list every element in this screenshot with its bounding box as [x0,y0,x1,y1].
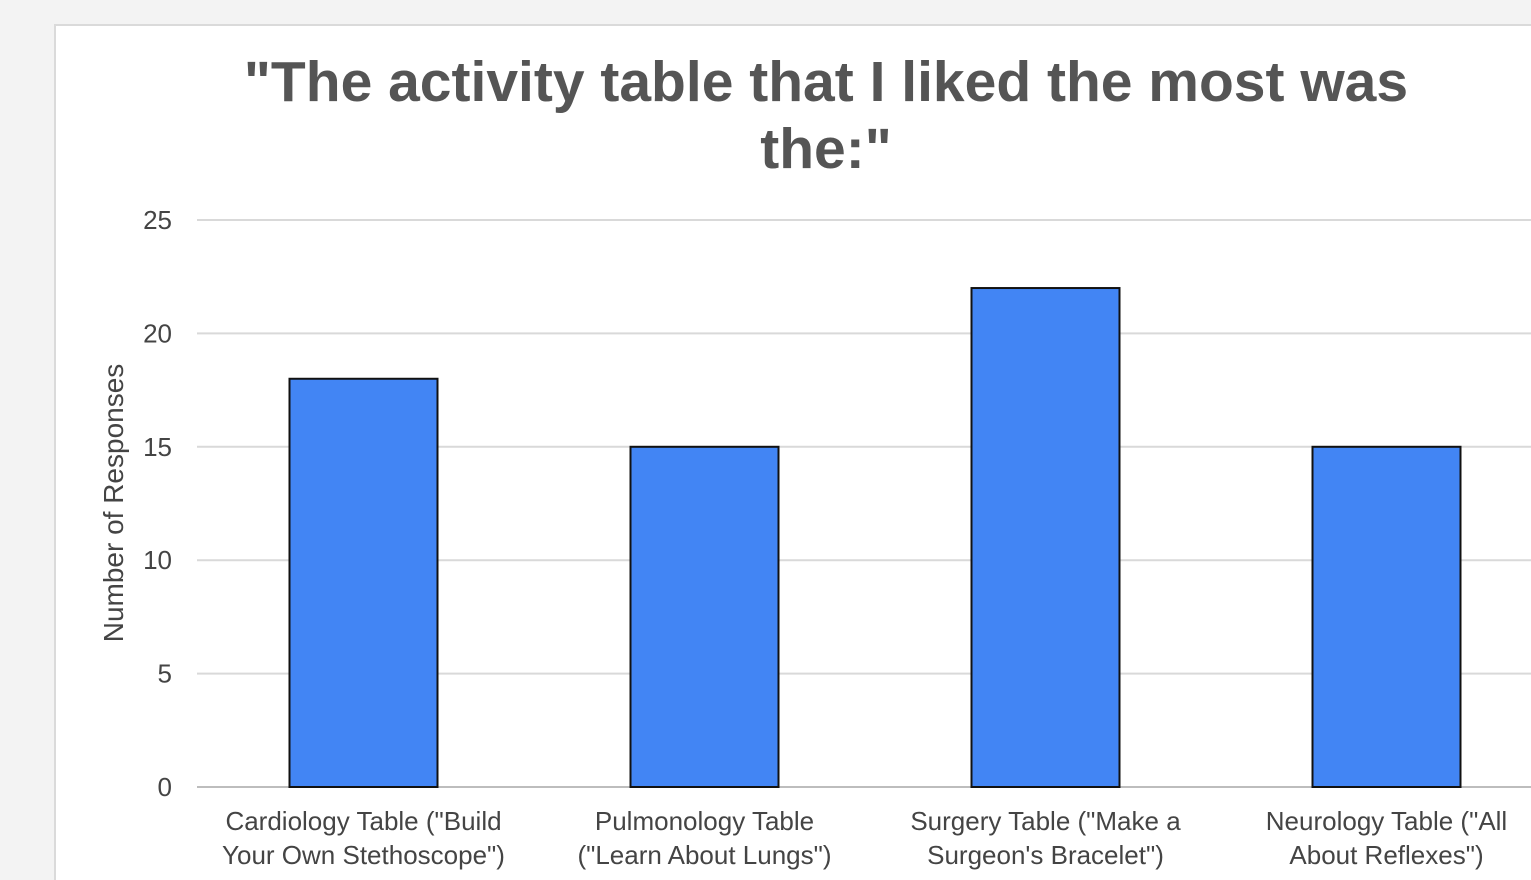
bar [970,287,1121,788]
x-tick-label: Surgeon's Bracelet") [927,840,1164,870]
x-tick-label: Neurology Table ("All [1266,806,1507,836]
y-tick-label: 10 [143,545,172,575]
y-tick-label: 20 [143,318,172,348]
y-tick-label: 15 [143,432,172,462]
x-tick-label: Cardiology Table ("Build [225,806,501,836]
bar [288,377,439,788]
y-tick-label: 5 [158,659,172,689]
x-tick-label: Pulmonology Table [595,806,814,836]
x-tick-label: About Reflexes") [1289,840,1483,870]
y-tick-label: 0 [158,772,172,802]
x-tick-label: ("Learn About Lungs") [577,840,831,870]
x-axis-labels: Cardiology Table ("Build Your Own Stethos… [222,806,1507,870]
bar [629,445,780,788]
bars [288,287,1462,788]
chart-title-line-2: the:" [760,117,892,181]
chart-title: "The activity table that I liked the mos… [244,50,1408,181]
x-tick-label: Surgery Table ("Make a [910,806,1181,836]
y-axis-ticks: 0 5 10 15 20 25 [143,205,172,802]
x-tick-label: Your Own Stethoscope") [222,840,505,870]
bar [1311,445,1462,788]
y-tick-label: 25 [143,205,172,235]
chart-title-line-1: "The activity table that I liked the mos… [244,50,1408,114]
y-axis-title: Number of Responses [98,364,129,643]
